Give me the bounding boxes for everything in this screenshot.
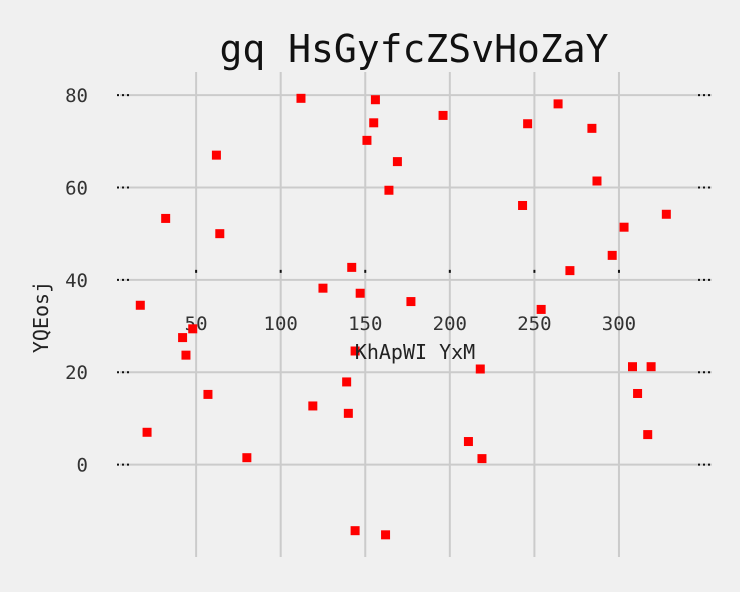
scatter-point: [296, 93, 306, 103]
y-tick-label: 60: [65, 177, 88, 199]
scatter-point: [587, 123, 597, 133]
scatter-point: [343, 408, 353, 418]
y-tick-label: 80: [65, 85, 88, 107]
scatter-point: [553, 99, 563, 109]
scatter-point: [381, 530, 391, 540]
scatter-point: [347, 262, 357, 272]
scatter-point: [342, 377, 352, 387]
scatter-point: [523, 119, 533, 129]
y-tick-label: 20: [65, 362, 88, 384]
scatter-point: [370, 95, 380, 105]
scatter-point: [350, 526, 360, 536]
scatter-point: [565, 266, 575, 276]
scatter-point: [142, 427, 152, 437]
x-axis-label: KhApWI YxM: [355, 340, 475, 364]
scatter-point: [463, 437, 473, 447]
scatter-point: [619, 222, 629, 232]
scatter-point: [477, 454, 487, 464]
scatter-point: [350, 346, 360, 356]
data-points: [135, 93, 671, 540]
scatter-point: [242, 453, 252, 463]
scatter-point: [392, 157, 402, 167]
chart-title: gq HsGyfcZSvHoZaY: [220, 27, 609, 71]
scatter-point: [661, 209, 671, 219]
y-tick-label: 0: [77, 455, 88, 477]
scatter-point: [384, 185, 394, 195]
scatter-point: [646, 362, 656, 372]
scatter-point: [643, 430, 653, 440]
x-tick-label: 250: [517, 313, 551, 335]
scatter-point: [406, 297, 416, 307]
scatter-point: [188, 324, 198, 334]
scatter-point: [592, 176, 602, 186]
y-tick-label: 40: [65, 270, 88, 292]
scatter-point: [161, 213, 171, 223]
scatter-point: [362, 135, 372, 145]
scatter-point: [318, 283, 328, 293]
scatter-point: [475, 364, 485, 374]
scatter-point: [628, 362, 638, 372]
scatter-point: [203, 389, 213, 399]
scatter-point: [308, 401, 318, 411]
y-axis-label: YQEosj: [29, 281, 53, 353]
scatter-point: [633, 388, 643, 398]
x-tick-label: 150: [348, 313, 382, 335]
scatter-point: [178, 333, 188, 343]
x-tick-label: 200: [433, 313, 467, 335]
grid: [120, 72, 712, 557]
scatter-point: [518, 200, 528, 210]
scatter-point: [369, 118, 379, 128]
scatter-point: [438, 110, 448, 120]
scatter-point: [536, 304, 546, 314]
scatter-point: [181, 350, 191, 360]
x-tick-label: 300: [602, 313, 636, 335]
scatter-point: [355, 288, 365, 298]
x-tick-label: 100: [264, 313, 298, 335]
scatter-point: [215, 229, 225, 239]
scatter-point: [607, 250, 617, 260]
scatter-point: [135, 300, 145, 310]
scatter-point: [211, 150, 221, 160]
